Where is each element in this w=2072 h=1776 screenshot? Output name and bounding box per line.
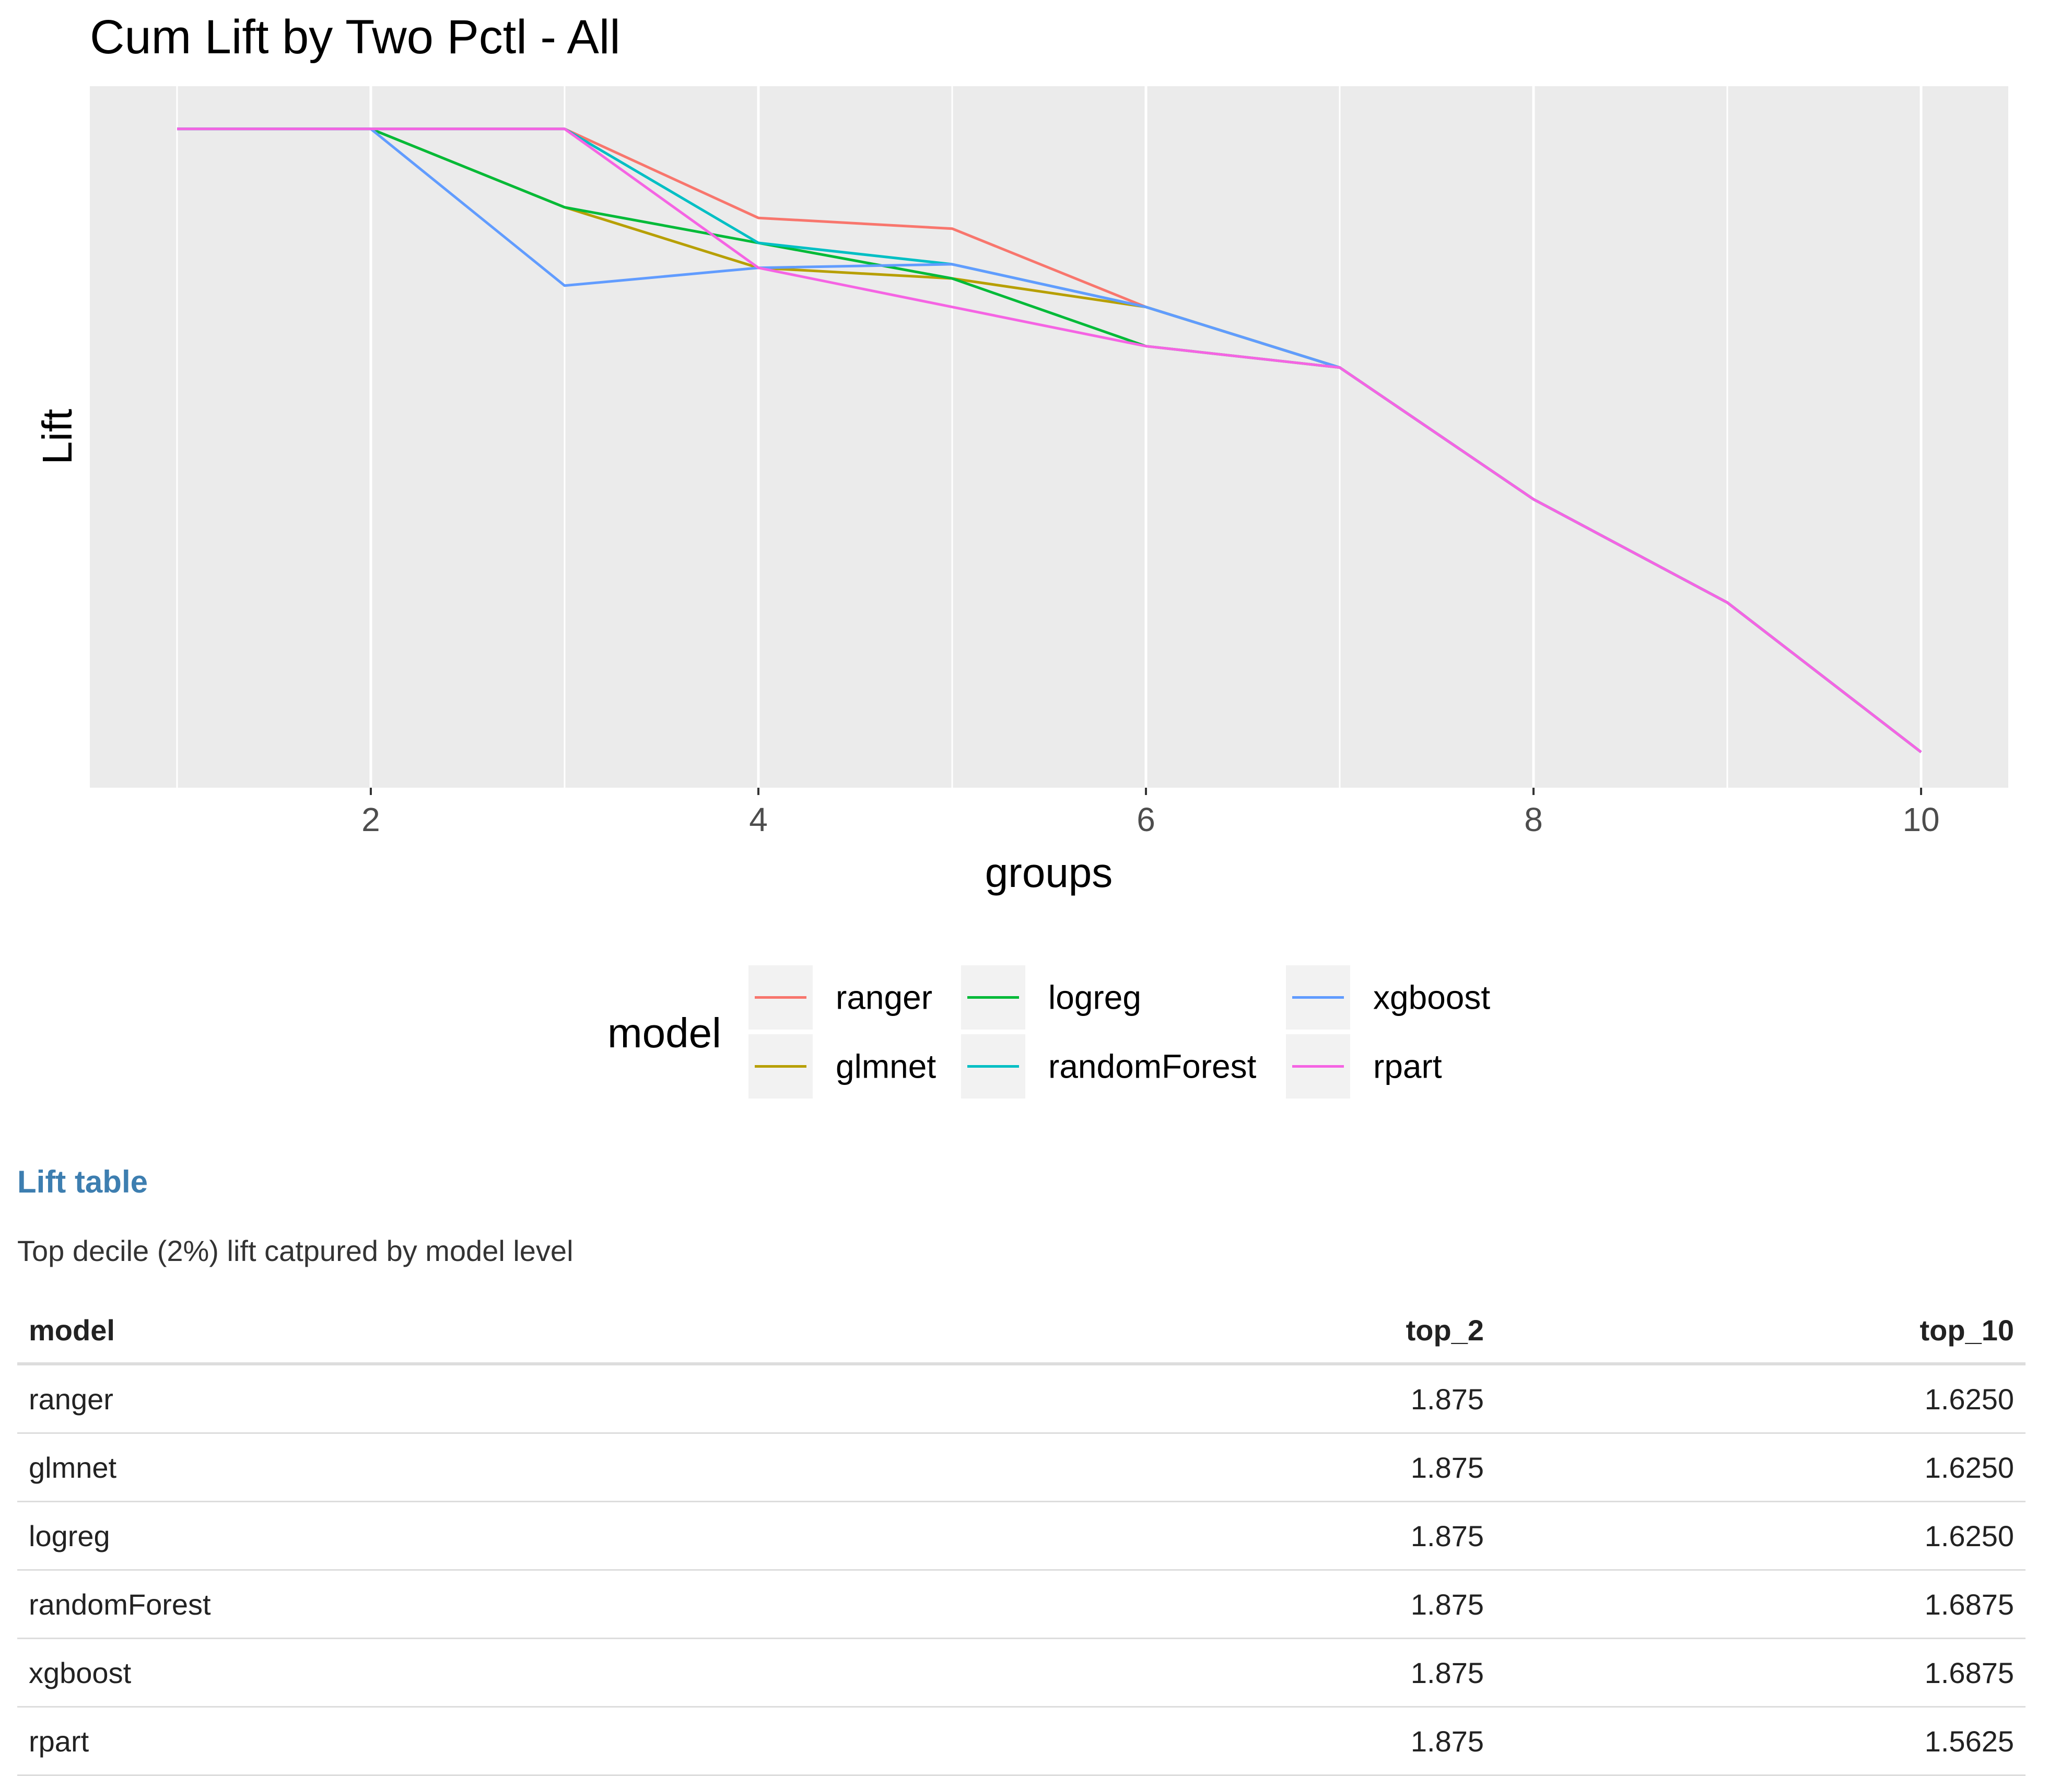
legend-label: xgboost [1373,979,1490,1016]
cell-top-10: 1.6250 [1495,1501,2026,1571]
major-gridlines [369,86,1923,788]
cell-model: rpart [17,1707,1239,1776]
x-tick-label: 6 [1137,801,1155,838]
table-row: randomForest 1.875 1.6875 [17,1570,2026,1639]
cell-top-10: 1.5625 [1495,1707,2026,1776]
cell-top-10: 1.6875 [1495,1638,2026,1708]
x-tick-label: 10 [1902,801,1939,838]
cell-model: logreg [17,1501,1239,1571]
legend-label: logreg [1048,979,1141,1016]
lift-table: model top_2 top_10 ranger 1.875 1.6250 g… [17,1298,2026,1776]
minor-gridlines [176,86,1728,788]
cell-top-2: 1.875 [1239,1570,1495,1639]
x-tick-label: 2 [361,801,380,838]
table-header-row: model top_2 top_10 [17,1298,2026,1365]
legend-item-ranger: ranger [748,965,932,1030]
table-row: logreg 1.875 1.6250 [17,1501,2026,1571]
legend-label: glmnet [836,1048,936,1085]
lift-table-heading: Lift table [17,1164,148,1199]
legend: ranger glmnet logreg randomForest xgboost rpa… [748,965,1490,1099]
cell-model: xgboost [17,1638,1239,1708]
cum-lift-chart: Cum Lift by Two Pctl - All 2 4 6 8 10 groups… [34,10,2008,1099]
plot-panel [90,86,2008,788]
table-row: rpart 1.875 1.5625 [17,1707,2026,1776]
series-lines [177,127,1922,753]
column-header-top-2: top_2 [1239,1298,1495,1365]
cell-top-10: 1.6250 [1495,1364,2026,1434]
legend-item-randomForest: randomForest [961,1034,1257,1099]
cell-model: ranger [17,1364,1239,1434]
cell-top-2: 1.875 [1239,1501,1495,1571]
column-header-top-10: top_10 [1495,1298,2026,1365]
cell-top-2: 1.875 [1239,1364,1495,1434]
x-axis-label: groups [985,849,1113,896]
y-axis-label: Lift [34,409,80,465]
series-line-rpart [177,127,1922,753]
table-row: ranger 1.875 1.6250 [17,1364,2026,1434]
cell-top-2: 1.875 [1239,1707,1495,1776]
x-tick-label: 8 [1524,801,1543,838]
x-tick-label: 4 [749,801,768,838]
table-row: glmnet 1.875 1.6250 [17,1433,2026,1502]
table-row: xgboost 1.875 1.6875 [17,1638,2026,1708]
cell-model: glmnet [17,1433,1239,1502]
cell-top-2: 1.875 [1239,1433,1495,1502]
legend-item-xgboost: xgboost [1286,965,1490,1030]
legend-title: model [607,1010,721,1056]
cell-top-10: 1.6875 [1495,1570,2026,1639]
x-axis-ticks: 2 4 6 8 10 [361,788,1940,838]
legend-label: rpart [1373,1048,1442,1085]
chart-title: Cum Lift by Two Pctl - All [90,10,621,64]
lift-table-caption: Top decile (2%) lift catpured by model l… [17,1234,573,1267]
legend-item-glmnet: glmnet [748,1034,936,1099]
legend-label: ranger [836,979,932,1016]
column-header-model: model [17,1298,1239,1365]
legend-item-logreg: logreg [961,965,1141,1030]
cell-top-10: 1.6250 [1495,1433,2026,1502]
cell-model: randomForest [17,1570,1239,1639]
cell-top-2: 1.875 [1239,1638,1495,1708]
legend-item-rpart: rpart [1286,1034,1442,1099]
legend-label: randomForest [1048,1048,1257,1085]
